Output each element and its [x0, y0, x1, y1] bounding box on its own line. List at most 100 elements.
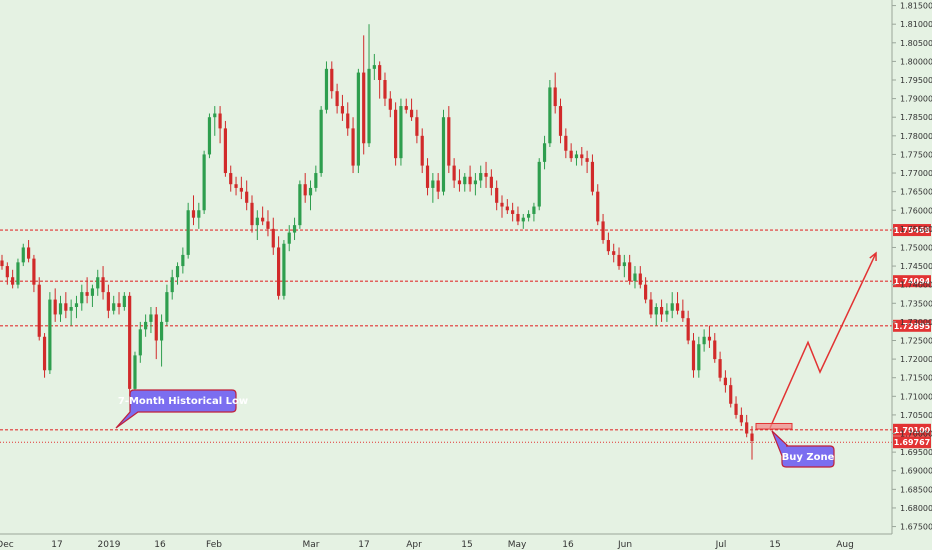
candle-body	[500, 202, 504, 207]
time-tick-label: 16	[562, 540, 574, 550]
candle-body	[186, 210, 190, 255]
candle	[649, 292, 653, 319]
projection-line[interactable]	[769, 252, 877, 429]
candle	[42, 333, 47, 378]
candle-body	[128, 295, 132, 389]
price-axis[interactable]: 1.81500 1.81000 1.80500 1.80000 1.79500 1.790…	[892, 2, 932, 532]
candle-body	[101, 277, 105, 293]
candle	[484, 161, 488, 188]
candle	[64, 292, 68, 319]
candle	[5, 262, 9, 285]
candle	[80, 284, 84, 311]
candle-body	[415, 117, 419, 136]
candle	[96, 269, 100, 296]
candle-body	[686, 318, 690, 341]
candle	[479, 165, 483, 188]
candle	[590, 154, 595, 196]
price-tick-label: 1.72000	[900, 355, 932, 364]
price-tick-label: 1.76500	[900, 188, 932, 197]
price-tick-label: 1.81500	[900, 2, 932, 11]
candle-body	[473, 180, 477, 185]
price-tick-label: 1.77000	[900, 169, 932, 178]
time-axis[interactable]: Dec 17 2019 16 Feb Mar 17 Apr 15 May 16 Jun Jul 15 Aug	[0, 540, 854, 550]
candle-body	[149, 314, 153, 322]
candle	[69, 299, 73, 326]
candle	[585, 150, 589, 174]
candle-body	[505, 206, 509, 211]
time-tick-label: Jun	[617, 540, 632, 550]
candle-body	[159, 321, 164, 341]
candle-body	[165, 292, 169, 322]
candle-body	[223, 128, 227, 174]
candle-body	[144, 321, 148, 330]
time-tick-label: Dec	[0, 540, 14, 550]
historical-low-callout[interactable]: 7-Month Historical Low	[115, 389, 248, 429]
candle	[468, 165, 472, 192]
candle-body	[308, 187, 313, 196]
candle-body	[511, 210, 515, 214]
price-tick-label: 1.79000	[900, 95, 932, 104]
candle-body	[580, 154, 584, 159]
candle-body	[154, 314, 158, 341]
candle-body	[346, 113, 350, 129]
candle-body	[303, 184, 307, 196]
buy-zone-callout[interactable]: Buy Zone	[771, 430, 835, 468]
price-tick-label: 1.74500	[900, 262, 932, 271]
arrow-head-icon	[869, 251, 877, 262]
time-tick-label: Apr	[406, 540, 422, 550]
candle-body	[175, 266, 180, 278]
candle	[463, 173, 467, 192]
buy-zone-box[interactable]	[755, 422, 793, 430]
candle	[277, 236, 281, 300]
candle	[500, 195, 504, 218]
candle-body	[675, 303, 680, 311]
candle	[314, 165, 318, 192]
candle	[601, 213, 605, 244]
candle-body	[665, 310, 669, 315]
candle-body	[436, 180, 440, 192]
candle	[686, 310, 690, 345]
candle	[367, 24, 371, 147]
candle	[734, 396, 738, 419]
candle-body	[314, 173, 318, 188]
candle	[596, 184, 600, 226]
candle	[574, 150, 579, 166]
candle	[675, 292, 680, 315]
candle-body	[622, 262, 626, 267]
candle	[191, 195, 196, 226]
candle	[90, 284, 95, 308]
candle	[505, 199, 509, 214]
candle-body	[713, 340, 717, 360]
candle-body	[218, 113, 222, 129]
candle-body	[69, 307, 73, 311]
candle-body	[718, 359, 722, 378]
candle-body	[234, 184, 238, 188]
price-tick-label: 1.73500	[900, 299, 932, 308]
candle	[542, 135, 547, 170]
candle-body	[633, 273, 637, 281]
price-tick-label: 1.79500	[900, 76, 932, 85]
candle	[553, 72, 557, 114]
candle	[729, 377, 733, 408]
candle-body	[569, 150, 573, 159]
candle	[245, 180, 249, 211]
callout-bubble	[771, 430, 835, 468]
candle-body	[638, 273, 642, 285]
candle	[447, 106, 451, 174]
candle-body	[287, 232, 291, 244]
candle-body	[420, 135, 424, 166]
candle-body	[122, 295, 126, 308]
candle-body	[654, 307, 658, 315]
candle-body	[558, 106, 563, 136]
price-tick-label: 1.70000	[900, 430, 932, 439]
candle-body	[649, 299, 653, 315]
candle	[739, 407, 743, 427]
candle	[117, 292, 121, 315]
candle	[617, 247, 621, 270]
level-price-label: 1.72895	[894, 322, 931, 331]
candle	[362, 35, 366, 155]
candle	[106, 284, 110, 319]
candle-body	[21, 247, 25, 263]
candle-body	[383, 80, 387, 99]
